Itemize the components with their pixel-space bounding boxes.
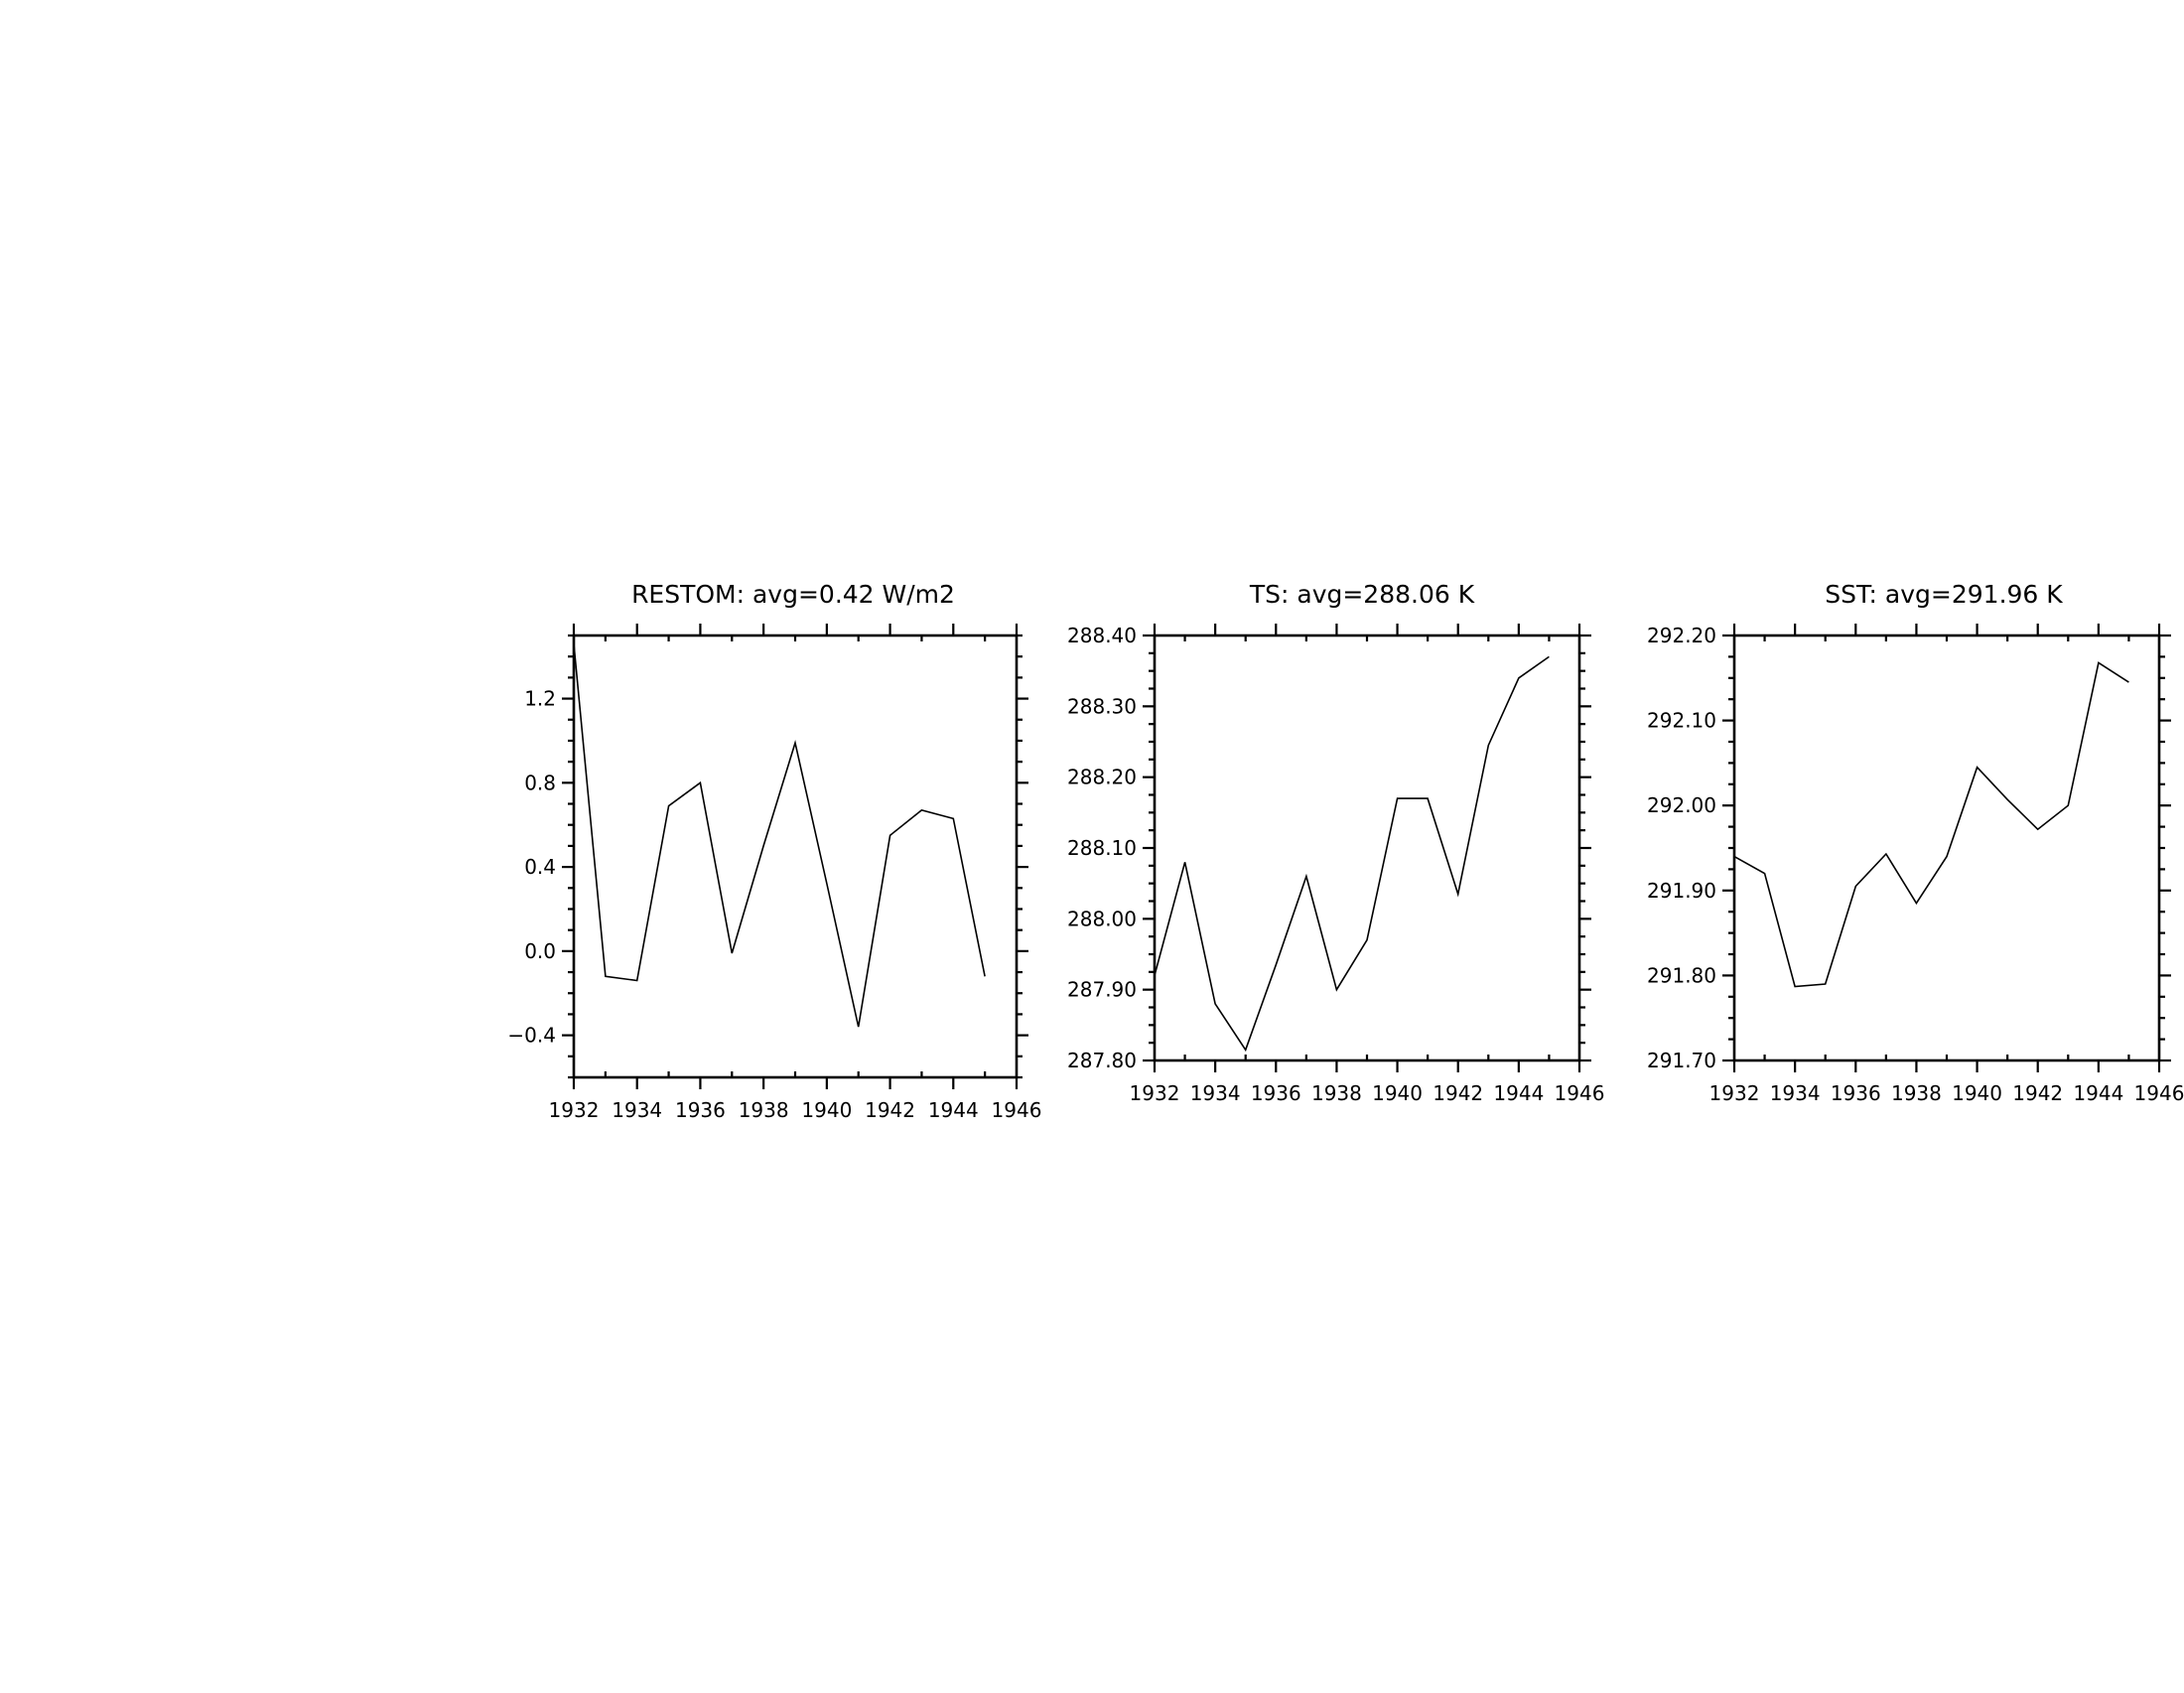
sst-y-tick-label: 291.90 — [1647, 879, 1716, 903]
restom-x-tick-label: 1936 — [675, 1098, 726, 1122]
sst-panel: SST: avg=291.96 K 1932 1934 1936 1938 1940 19… — [1647, 580, 2184, 1105]
restom-x-tick-label: 1946 — [992, 1098, 1042, 1122]
restom-y-tick-label: 0.0 — [524, 939, 556, 963]
sst-plot-frame — [1732, 634, 2161, 1062]
ts-x-tick-label: 1942 — [1433, 1081, 1483, 1105]
ts-y-tick-label: 288.10 — [1067, 836, 1137, 860]
sst-x-tick-label: 1944 — [2073, 1081, 2123, 1105]
restom-y-tick-label: 0.8 — [524, 771, 556, 794]
restom-series-line — [573, 643, 986, 1028]
sst-x-tick-label: 1942 — [2012, 1081, 2063, 1105]
ts-y-tick-label: 288.30 — [1067, 694, 1137, 718]
sst-y-tick-label: 292.10 — [1647, 709, 1716, 733]
ts-x-tick-label: 1936 — [1251, 1081, 1301, 1105]
sst-x-tick-label: 1934 — [1770, 1081, 1821, 1105]
ts-title: TS: avg=288.06 K — [1249, 580, 1475, 609]
restom-x-tick-label: 1942 — [865, 1098, 915, 1122]
restom-x-tick-label: 1944 — [928, 1098, 979, 1122]
restom-x-tick-label: 1934 — [612, 1098, 662, 1122]
sst-x-tick-label: 1938 — [1891, 1081, 1942, 1105]
sst-series-line — [1733, 661, 2129, 988]
ts-panel: TS: avg=288.06 K 1932 1934 1936 1938 1940 194… — [1067, 580, 1604, 1105]
restom-x-tick-label: 1932 — [549, 1098, 600, 1122]
restom-plot-frame — [572, 634, 1019, 1079]
ts-x-tick-label: 1946 — [1555, 1081, 1605, 1105]
ts-x-tick-label: 1938 — [1311, 1081, 1362, 1105]
ts-y-tick-label: 287.80 — [1067, 1049, 1137, 1072]
ts-plot-frame — [1153, 634, 1581, 1062]
ts-x-tick-label: 1932 — [1130, 1081, 1180, 1105]
ts-x-tick-label: 1944 — [1493, 1081, 1544, 1105]
sst-x-tick-label: 1946 — [2134, 1081, 2184, 1105]
sst-y-tick-label: 292.20 — [1647, 624, 1716, 647]
sst-y-tick-label: 291.80 — [1647, 963, 1716, 987]
ts-y-tick-label: 288.40 — [1067, 624, 1137, 647]
restom-panel: RESTOM: avg=0.42 W/m2 1932 1934 1936 1938 19… — [507, 580, 1041, 1122]
sst-y-tick-label: 292.00 — [1647, 793, 1716, 817]
restom-x-tick-label: 1940 — [801, 1098, 852, 1122]
restom-y-tick-label: 0.4 — [524, 855, 556, 879]
ts-y-tick-label: 288.00 — [1067, 907, 1137, 930]
ts-y-tick-label: 288.20 — [1067, 766, 1137, 789]
sst-x-tick-label: 1936 — [1831, 1081, 1881, 1105]
restom-title: RESTOM: avg=0.42 W/m2 — [631, 580, 955, 609]
ts-x-tick-label: 1934 — [1190, 1081, 1241, 1105]
ts-series-line — [1154, 655, 1550, 1053]
sst-y-tick-label: 291.70 — [1647, 1049, 1716, 1072]
ts-y-tick-label: 287.90 — [1067, 978, 1137, 1002]
ts-x-tick-label: 1940 — [1372, 1081, 1423, 1105]
restom-y-tick-label: −0.4 — [507, 1024, 556, 1048]
sst-title: SST: avg=291.96 K — [1825, 580, 2063, 609]
sst-x-tick-label: 1940 — [1952, 1081, 2002, 1105]
restom-x-tick-label: 1938 — [739, 1098, 789, 1122]
restom-y-tick-label: 1.2 — [524, 687, 556, 711]
sst-x-tick-label: 1932 — [1709, 1081, 1760, 1105]
